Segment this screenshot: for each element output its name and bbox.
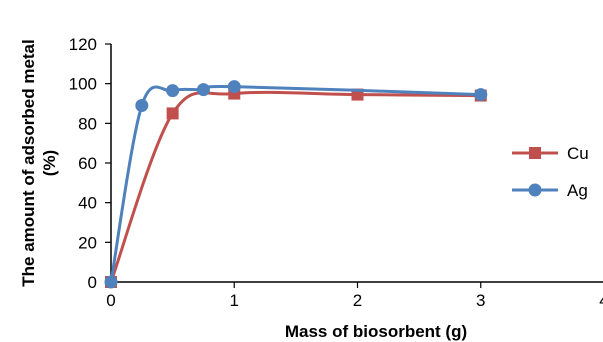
- data-point-ag: [227, 80, 241, 94]
- legend-label-cu: Cu: [567, 144, 589, 163]
- y-tick-label: 40: [78, 194, 97, 213]
- data-point-ag: [196, 83, 210, 97]
- data-point-ag: [104, 275, 118, 289]
- x-ticks: 0 1 2 3 4: [106, 282, 603, 310]
- y-tick-label: 60: [78, 154, 97, 173]
- data-point-cu: [166, 107, 179, 120]
- legend-marker-ag: [528, 183, 542, 197]
- y-tick-label: 120: [69, 35, 97, 54]
- data-point-ag: [135, 98, 149, 112]
- y-axis-title-line2: (%): [40, 150, 59, 176]
- x-tick-label: 1: [230, 291, 239, 310]
- y-tick-label: 100: [69, 75, 97, 94]
- y-ticks: 0 20 40 60 80 100 120: [69, 35, 111, 292]
- y-tick-label: 80: [78, 114, 97, 133]
- y-axis-title-line1: The amount of adsorbed metal: [19, 39, 38, 286]
- legend-item-cu: Cu: [512, 144, 589, 163]
- y-tick-label: 20: [78, 233, 97, 252]
- series-layer: [104, 80, 488, 289]
- legend: Cu Ag: [512, 144, 589, 200]
- y-axis-title: The amount of adsorbed metal (%): [19, 39, 59, 286]
- legend-marker-cu: [529, 147, 541, 159]
- data-point-ag: [166, 84, 180, 98]
- axes: [110, 44, 603, 283]
- y-tick-label: 0: [88, 273, 97, 292]
- legend-item-ag: Ag: [512, 181, 588, 200]
- x-axis-title: Mass of biosorbent (g): [285, 322, 467, 341]
- data-point-ag: [474, 88, 488, 102]
- x-tick-label: 4: [599, 291, 603, 310]
- series-line-ag: [109, 85, 481, 283]
- x-tick-label: 0: [106, 291, 115, 310]
- series-line-cu: [109, 90, 481, 283]
- legend-label-ag: Ag: [567, 181, 588, 200]
- x-tick-label: 3: [476, 291, 485, 310]
- x-tick-label: 2: [353, 291, 362, 310]
